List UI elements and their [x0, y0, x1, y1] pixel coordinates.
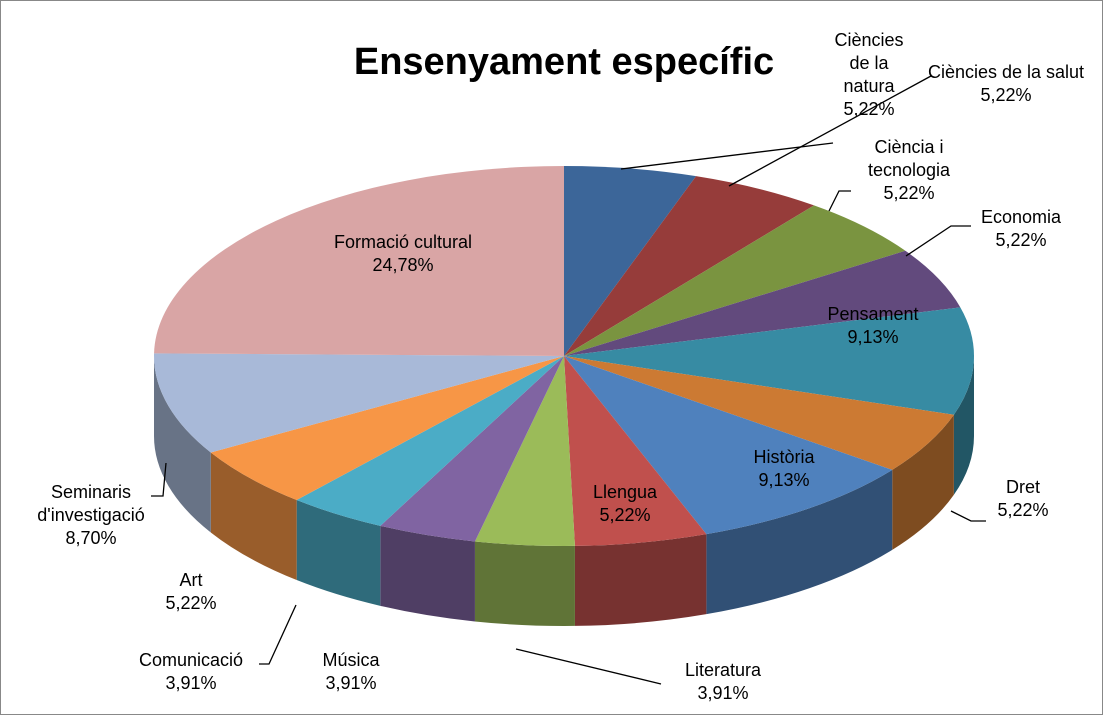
leader-line [515, 648, 662, 685]
slice-side [296, 500, 381, 606]
chart-title: Ensenyament específic [353, 41, 775, 83]
data-label: Comunicació 3,91% [116, 649, 266, 695]
category-label: Economia [980, 207, 1062, 227]
category-label: Música [322, 650, 380, 670]
category-label: Ciències de la salut [927, 62, 1085, 82]
data-label: Ciència i tecnologia 5,22% [849, 136, 969, 205]
value-label: 5,22% [995, 230, 1047, 250]
slice [564, 205, 906, 356]
data-label: Història 9,13% [734, 446, 834, 492]
data-label: Ciències de la natura 5,22% [824, 29, 914, 121]
slice [564, 166, 697, 356]
slice [380, 356, 564, 542]
slice-side [210, 452, 297, 581]
leader-line [950, 510, 986, 522]
data-label: Economia 5,22% [961, 206, 1081, 252]
data-label: Pensament 9,13% [803, 303, 943, 349]
value-label: 5,22% [599, 505, 651, 525]
category-label: Art [179, 570, 203, 590]
value-label: 3,91% [165, 673, 217, 693]
category-label: Pensament [827, 304, 919, 324]
value-label: 5,22% [980, 85, 1032, 105]
value-label: 3,91% [325, 673, 377, 693]
slice-side [953, 356, 974, 495]
slice-side [892, 414, 954, 550]
category-label: Ciències de la natura [834, 30, 904, 96]
slice [564, 176, 815, 356]
slice [474, 356, 575, 546]
value-label: 24,78% [372, 255, 434, 275]
leader-line [259, 604, 297, 665]
slice-side [574, 534, 707, 626]
value-label: 5,22% [843, 99, 895, 119]
leader-line [620, 142, 834, 170]
category-label: Llengua [592, 482, 658, 502]
category-label: Formació cultural [333, 232, 473, 252]
slice [564, 307, 974, 415]
slice-side [380, 525, 475, 622]
slice [564, 356, 954, 470]
slice-side [706, 469, 893, 615]
leader-line [151, 462, 167, 497]
leader-line [828, 190, 851, 212]
slice [564, 250, 961, 356]
category-label: Seminaris d'investigació [37, 482, 145, 525]
category-label: Dret [1005, 477, 1040, 497]
leader-line [728, 75, 932, 187]
leader-line [905, 225, 971, 257]
slice-side [474, 541, 575, 626]
data-label: Formació cultural 24,78% [293, 231, 513, 277]
category-label: Comunicació [138, 650, 244, 670]
value-label: 8,70% [65, 528, 117, 548]
data-label: Art 5,22% [161, 569, 221, 615]
slice [154, 166, 565, 356]
data-label: Música 3,91% [301, 649, 401, 695]
value-label: 5,22% [165, 593, 217, 613]
value-label: 5,22% [883, 183, 935, 203]
data-label: Llengua 5,22% [575, 481, 675, 527]
slice [210, 356, 564, 501]
category-label: Literatura [684, 660, 762, 680]
data-label: Dret 5,22% [983, 476, 1063, 522]
data-label: Seminaris d'investigació 8,70% [1, 481, 181, 550]
category-label: Ciència i tecnologia [867, 137, 951, 180]
value-label: 9,13% [758, 470, 810, 490]
slice-side [154, 356, 211, 533]
slice [564, 356, 893, 535]
data-label: Literatura 3,91% [663, 659, 783, 705]
data-label: Ciències de la salut 5,22% [926, 61, 1086, 107]
value-label: 9,13% [847, 327, 899, 347]
value-label: 5,22% [997, 500, 1049, 520]
category-label: Història [753, 447, 815, 467]
slice [564, 356, 707, 546]
value-label: 3,91% [697, 683, 749, 703]
slice [153, 353, 564, 453]
slice [296, 356, 564, 526]
